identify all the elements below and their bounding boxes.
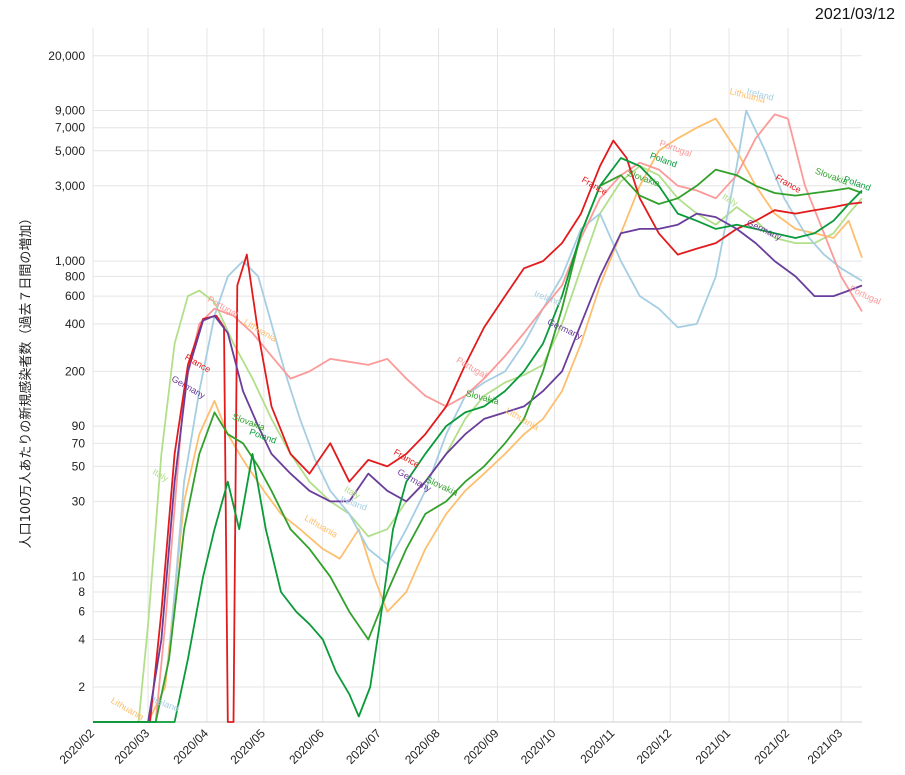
series-line-portugal: [93, 113, 863, 723]
y-tick-label: 7,000: [55, 121, 85, 135]
x-tick-label: 2020/07: [343, 726, 384, 767]
series-group: [93, 109, 863, 723]
y-tick-label: 50: [72, 459, 86, 473]
date-label: 2021/03/12: [814, 6, 895, 23]
y-axis-label: 人口100万人あたりの新規感染者数（過去７日間の増加）: [18, 212, 34, 549]
y-tick-label: 10: [72, 570, 86, 584]
x-tick-label: 2020/08: [402, 726, 443, 767]
y-tick-label: 6: [78, 605, 85, 619]
x-tick-label: 2020/10: [518, 726, 559, 767]
series-line-lithuania: [93, 117, 863, 723]
y-tick-label: 3,000: [55, 179, 85, 193]
series-label-germany: Germany: [546, 317, 584, 342]
x-tick-label: 2021/02: [751, 726, 792, 767]
series-label-poland: Poland: [842, 174, 872, 193]
y-tick-label: 90: [72, 419, 86, 433]
series-line-italy: [93, 165, 863, 723]
x-tick-label: 2020/04: [170, 726, 211, 767]
x-tick-label: 2020/06: [286, 726, 327, 767]
series-label-portugal: Portugal: [206, 294, 240, 319]
series-line-poland: [93, 157, 863, 723]
y-tick-label: 400: [65, 317, 85, 331]
x-tick-label: 2020/05: [227, 726, 268, 767]
series-label-lithuania: Lithuania: [504, 405, 541, 432]
y-tick-label: 20,000: [48, 49, 85, 63]
y-tick-label: 8: [78, 585, 85, 599]
y-tick-label: 800: [65, 269, 85, 283]
y-tick-label: 600: [65, 289, 85, 303]
series-label-italy: Italy: [151, 467, 171, 484]
x-tick-label: 2020/11: [577, 726, 617, 766]
series-line-ireland: [93, 109, 863, 723]
y-tick-label: 2: [78, 680, 85, 694]
y-tick-label: 5,000: [55, 144, 85, 158]
x-tick-label: 2021/03: [805, 726, 846, 767]
x-tick-label: 2020/03: [112, 726, 153, 767]
series-line-slovakia: [93, 168, 863, 723]
x-tick-label: 2020/02: [57, 726, 98, 767]
series-label-slovakia: Slovakia: [465, 388, 500, 406]
y-tick-label: 4: [78, 632, 85, 646]
series-label-ireland: Ireland: [151, 695, 180, 714]
x-tick-label: 2020/09: [461, 726, 502, 767]
x-tick-label: 2021/01: [693, 726, 734, 767]
y-tick-label: 30: [72, 494, 86, 508]
series-label-italy: Italy: [720, 191, 740, 208]
y-tick-label: 9,000: [55, 104, 85, 118]
series-line-germany: [93, 212, 863, 723]
y-tick-label: 1,000: [55, 254, 85, 268]
grid: [92, 28, 862, 723]
series-line-france: [93, 139, 863, 723]
x-tick-label: 2020/12: [634, 726, 675, 767]
x-axis-ticks: 2020/02 2020/03 2020/04 2020/05 2020/06 2020/…: [57, 726, 846, 767]
y-tick-label: 70: [72, 436, 86, 450]
y-tick-label: 200: [65, 364, 85, 378]
